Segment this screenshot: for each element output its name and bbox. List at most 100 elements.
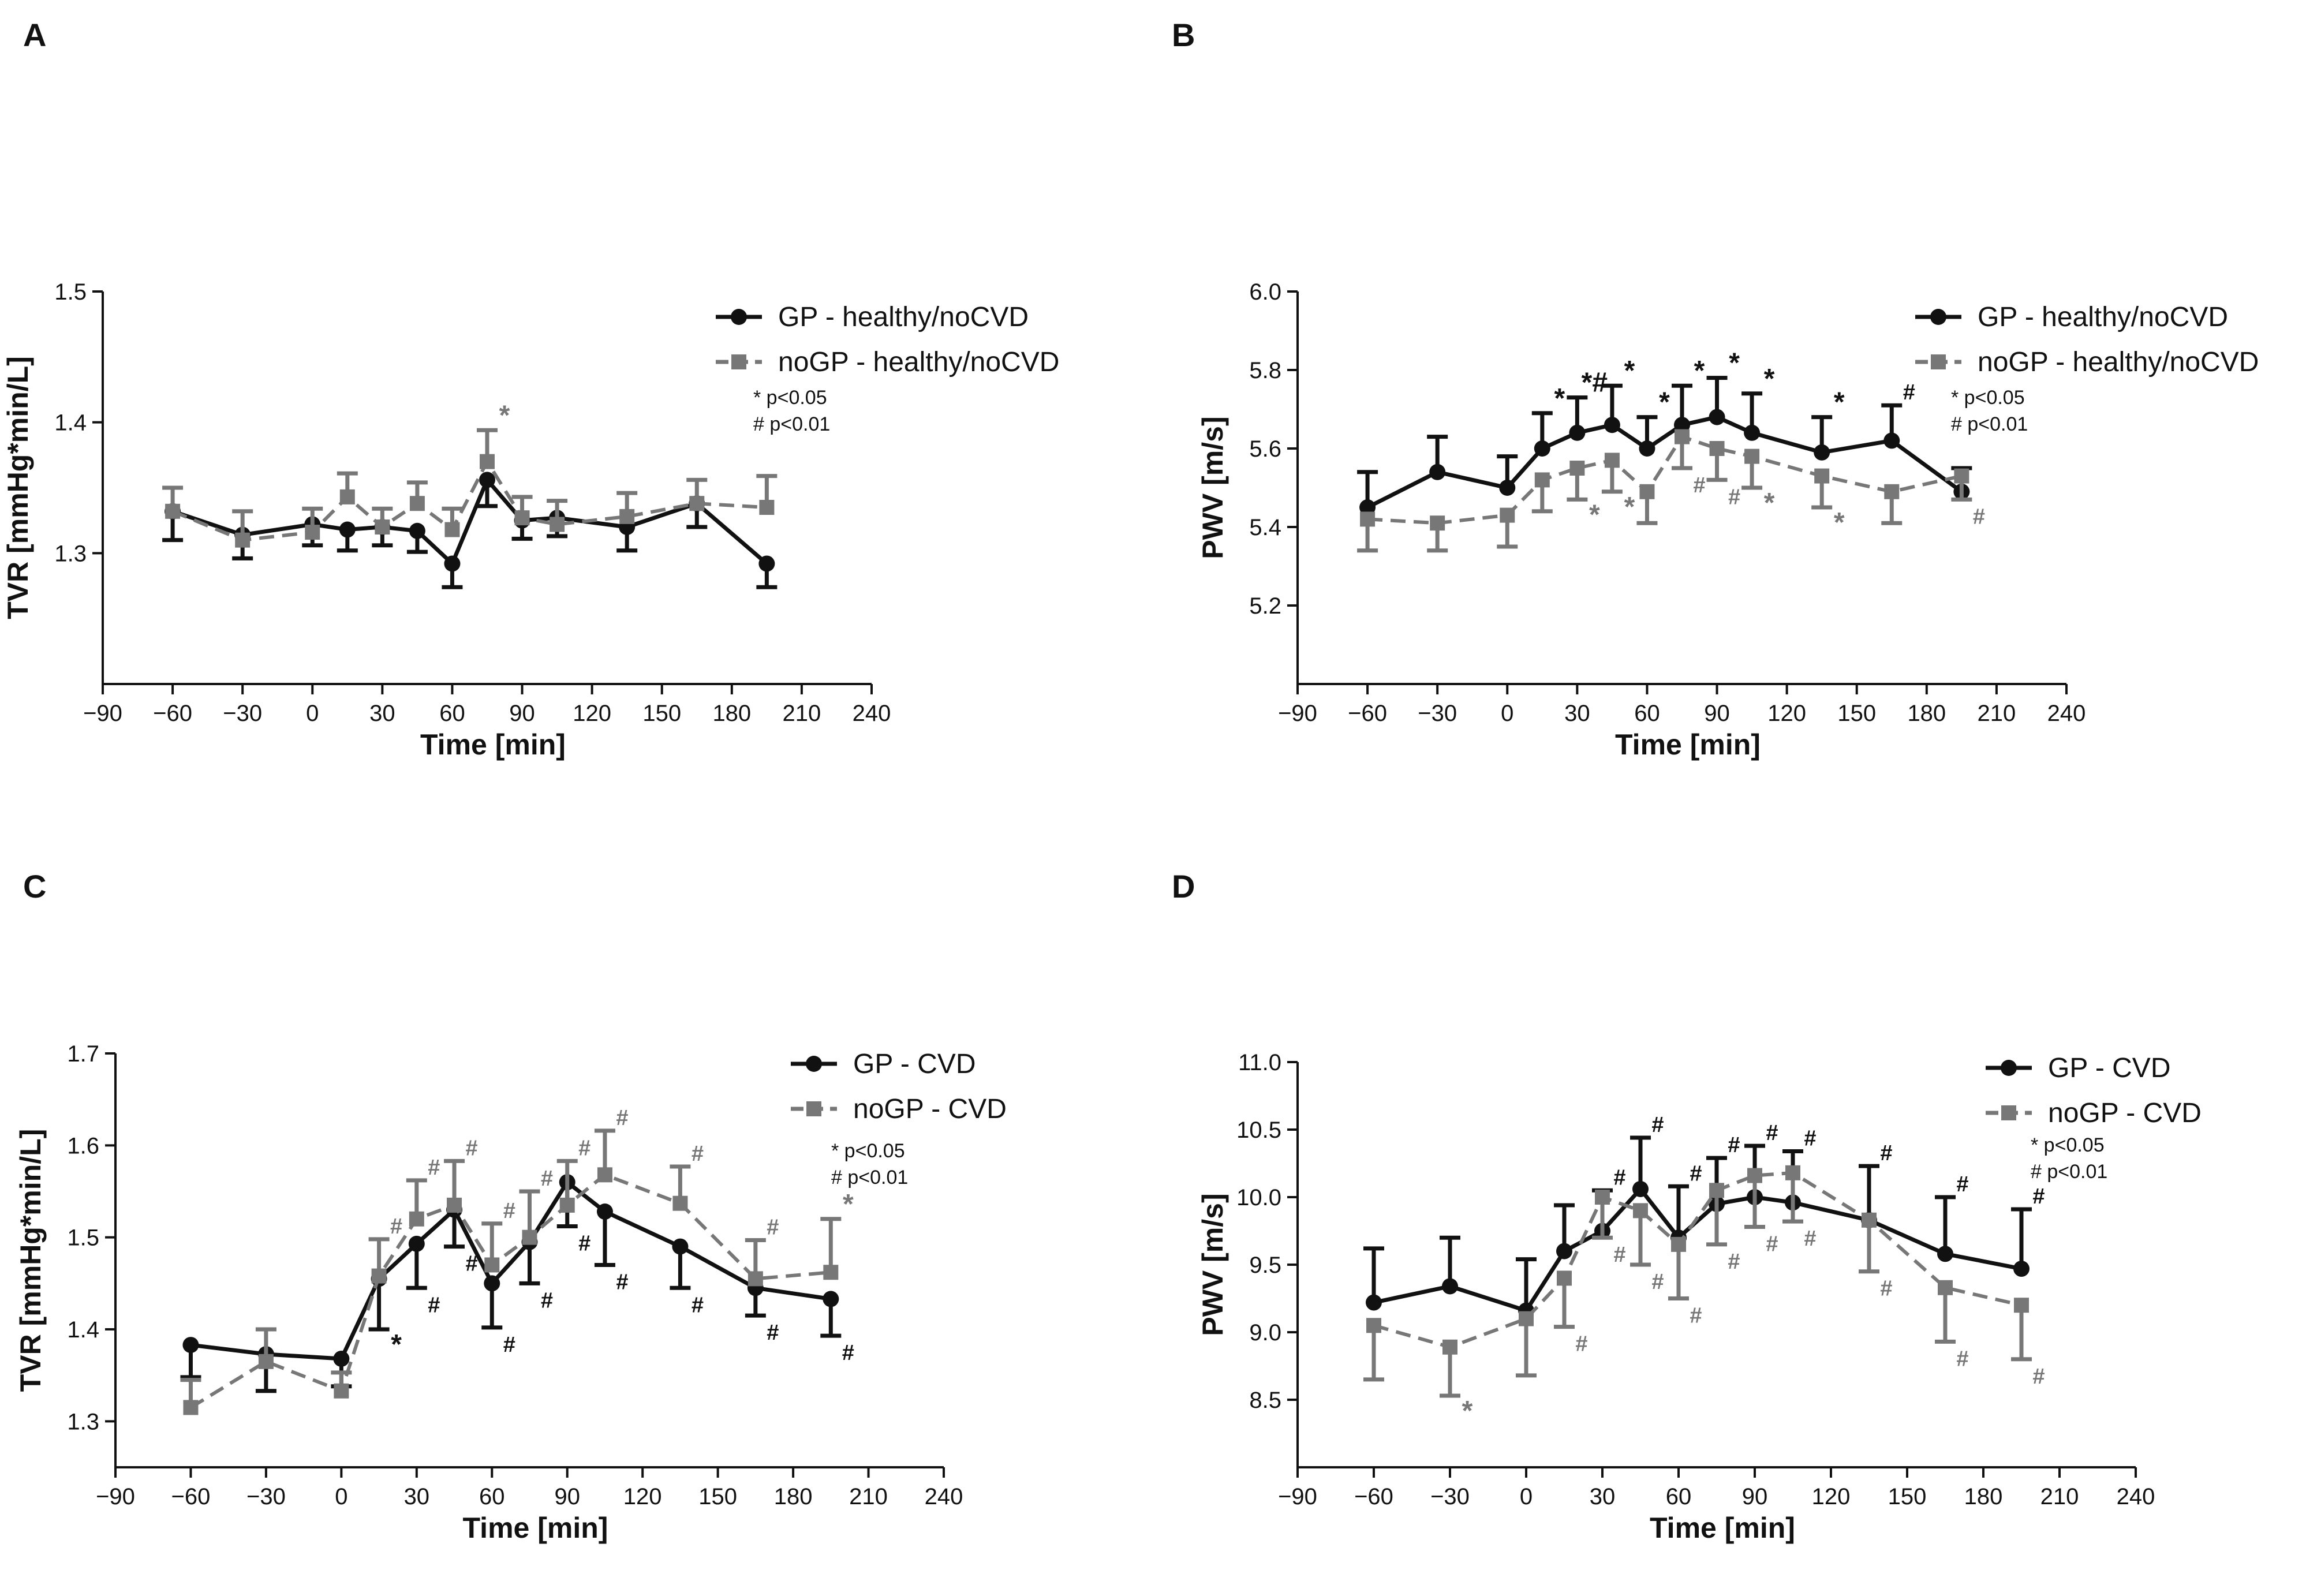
series-nogp: * * # # * * #	[1357, 429, 1985, 553]
data-point	[1632, 1180, 1649, 1197]
series-line	[1373, 1186, 2022, 1313]
data-point	[596, 1203, 613, 1220]
significance-mark: #	[428, 1156, 440, 1180]
y-tick-label: 1.5	[67, 1225, 99, 1251]
legend-marker	[2001, 1105, 2016, 1120]
series-line	[171, 458, 767, 542]
significance-mark: #	[1804, 1227, 1816, 1251]
data-point	[447, 1197, 462, 1213]
data-point	[672, 1195, 688, 1211]
significance-mark: #	[1693, 473, 1705, 498]
significance-mark: #	[1804, 1126, 1816, 1150]
significance-mark: #	[1880, 1277, 1892, 1301]
x-tick-label: 150	[698, 1484, 737, 1509]
significance-mark: *	[391, 1329, 402, 1360]
significance-mark: *	[1589, 499, 1600, 530]
data-point	[1604, 417, 1620, 433]
x-tick-label: 240	[853, 701, 891, 726]
y-tick-label: 6.0	[1249, 279, 1281, 305]
data-point	[258, 1354, 274, 1369]
significance-mark: #	[1956, 1347, 1968, 1371]
data-point	[1359, 499, 1376, 515]
x-tick-label: 180	[712, 701, 751, 726]
significance-mark: *	[843, 1189, 854, 1220]
significance-mark: #	[541, 1167, 553, 1191]
series-gp	[162, 472, 778, 589]
series-line	[1367, 435, 1963, 525]
x-tick-label: 0	[306, 701, 319, 726]
y-tick-label: 5.6	[1249, 436, 1281, 462]
significance-mark: *	[1834, 507, 1845, 538]
legend-label: noGP - CVD	[2048, 1098, 2202, 1128]
data-point	[1534, 440, 1550, 457]
x-tick-label: 0	[1501, 701, 1513, 726]
significance-mark: #	[1973, 504, 1985, 529]
data-point	[1938, 1280, 1953, 1295]
y-tick-label: 5.2	[1249, 593, 1281, 619]
data-point	[339, 489, 355, 504]
data-point	[371, 1268, 387, 1284]
x-tick-label: −90	[1278, 1484, 1317, 1509]
significance-mark: #	[1766, 1121, 1778, 1145]
panel-b: B −90 −60 −30 0 30 60 90 120 150 180 210 240 5.2 5.4 5.…	[1172, 17, 2259, 761]
data-point	[1519, 1311, 1534, 1326]
x-tick-label: 210	[849, 1484, 888, 1509]
significance-mark: #	[1690, 1161, 1702, 1186]
data-point	[1499, 480, 1516, 496]
x-tick-label: −30	[1430, 1484, 1470, 1509]
data-point	[1442, 1278, 1458, 1295]
x-axis-label: Time [min]	[1615, 728, 1761, 761]
data-point	[823, 1265, 839, 1280]
significance-mark: #	[541, 1288, 553, 1313]
x-tick-label: −60	[1354, 1484, 1393, 1509]
significance-note: * p<0.05	[2031, 1134, 2105, 1156]
x-tick-label: 180	[774, 1484, 813, 1509]
y-tick-label: 10.0	[1236, 1185, 1281, 1210]
legend-label: GP - CVD	[853, 1049, 976, 1079]
data-point	[1360, 511, 1376, 527]
significance-mark: #	[842, 1341, 854, 1365]
data-point	[550, 517, 565, 532]
significance-mark: #	[692, 1293, 704, 1317]
data-point	[1709, 409, 1725, 425]
data-point	[1814, 468, 1830, 484]
series-line	[1366, 414, 1963, 510]
data-point	[1557, 1270, 1572, 1286]
data-point	[559, 1197, 575, 1213]
x-axis-label: Time [min]	[1650, 1512, 1795, 1544]
legend-marker	[2001, 1060, 2017, 1076]
data-point	[522, 1229, 537, 1245]
significance-note: # p<0.01	[753, 413, 830, 435]
x-tick-label: −30	[1418, 701, 1457, 726]
data-point	[409, 1211, 424, 1227]
data-point	[334, 1383, 349, 1399]
x-tick-label: 210	[1978, 701, 2016, 726]
significance-note: * p<0.05	[1951, 387, 2025, 409]
legend: GP - CVD noGP - CVD	[791, 1049, 1007, 1124]
significance-mark: #	[767, 1215, 779, 1239]
data-point	[1744, 424, 1761, 441]
x-tick-label: 90	[1742, 1484, 1768, 1509]
significance-mark: #	[1690, 1304, 1702, 1328]
y-axis-label: TVR [mmHg*min/L]	[14, 1129, 47, 1392]
data-point	[1785, 1165, 1800, 1180]
data-point	[305, 525, 320, 540]
data-point	[1639, 484, 1655, 499]
data-point	[1604, 453, 1620, 468]
significance-mark: #	[578, 1232, 590, 1256]
data-point	[1595, 1190, 1610, 1205]
significance-note: # p<0.01	[2031, 1161, 2107, 1183]
x-tick-label: 120	[573, 701, 611, 726]
data-point	[1534, 472, 1550, 488]
data-point	[1366, 1318, 1381, 1333]
panel-letter: D	[1172, 868, 1195, 904]
x-tick-label: 210	[783, 701, 821, 726]
x-tick-label: 240	[2047, 701, 2086, 726]
y-tick-label: 1.5	[54, 279, 87, 305]
significance-mark: #	[428, 1293, 440, 1317]
x-tick-label: −30	[246, 1484, 286, 1509]
significance-mark: *	[1694, 356, 1705, 386]
data-point	[1556, 1243, 1572, 1259]
data-point	[1937, 1246, 1953, 1262]
data-point	[1709, 441, 1725, 456]
